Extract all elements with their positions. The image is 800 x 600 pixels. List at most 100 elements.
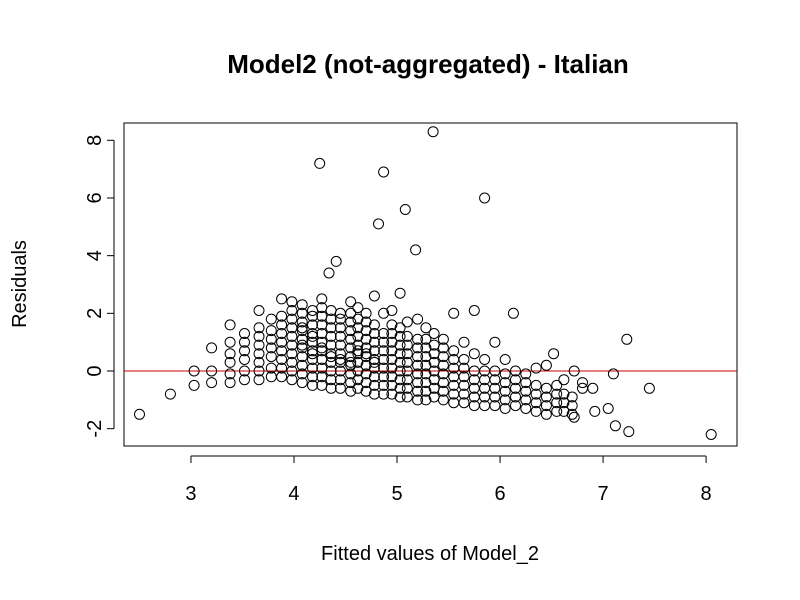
data-point [296, 359, 308, 371]
data-point [239, 345, 250, 357]
x-tick-label: 8 [701, 483, 712, 505]
data-point [520, 377, 532, 389]
data-point [378, 388, 390, 400]
data-point [224, 377, 236, 389]
data-point [437, 351, 449, 363]
data-point [360, 333, 372, 345]
data-point [334, 348, 346, 360]
data-point [428, 328, 440, 339]
data-point [540, 382, 552, 394]
data-point [368, 345, 380, 357]
data-point [345, 342, 357, 354]
data-point [412, 394, 424, 406]
data-point [296, 342, 308, 354]
data-point [206, 342, 218, 354]
y-axis-label: Residuals [9, 240, 31, 328]
data-point [468, 305, 480, 316]
data-point [360, 342, 372, 354]
data-point [558, 374, 570, 386]
data-point [394, 330, 406, 342]
data-point [607, 368, 619, 380]
data-point [437, 333, 449, 345]
data-point [345, 359, 357, 371]
data-point [276, 336, 288, 348]
data-point [401, 348, 413, 360]
data-point [352, 365, 364, 377]
data-point [296, 377, 308, 389]
data-point [325, 313, 337, 325]
data-point [286, 313, 298, 325]
data-point [360, 307, 372, 319]
data-point [307, 354, 318, 365]
data-point [548, 348, 560, 360]
data-point [587, 382, 599, 394]
data-point [378, 362, 390, 374]
data-point [566, 400, 578, 412]
data-point [373, 218, 384, 230]
data-point [296, 299, 308, 311]
data-point [420, 394, 432, 406]
data-point [352, 356, 364, 368]
data-point [360, 316, 372, 328]
data-point [458, 371, 470, 383]
data-point [401, 391, 413, 403]
data-point [314, 157, 326, 169]
data-point [286, 365, 298, 377]
data-point [558, 397, 570, 409]
data-point [705, 429, 717, 440]
data-point [420, 377, 432, 389]
y-tick-label: -2 [84, 420, 106, 438]
data-point [325, 339, 337, 351]
data-point [164, 388, 176, 400]
data-point [206, 377, 218, 389]
data-point [307, 336, 318, 348]
data-point [307, 371, 318, 383]
data-point [345, 333, 357, 345]
data-point [412, 333, 424, 345]
data-point [239, 328, 250, 339]
data-point [566, 391, 578, 403]
data-point [479, 354, 491, 365]
data-point [568, 411, 580, 423]
data-point [566, 408, 578, 420]
data-point [394, 356, 406, 368]
data-point [265, 351, 277, 363]
data-point [323, 267, 335, 279]
data-point [510, 374, 521, 386]
data-point [265, 313, 277, 325]
data-point [325, 348, 337, 360]
data-point [352, 322, 364, 334]
data-point [609, 420, 621, 432]
y-tick-label: 2 [84, 308, 106, 319]
data-point [276, 293, 288, 305]
data-point [188, 379, 200, 391]
data-point [265, 342, 277, 354]
data-point [239, 374, 250, 386]
data-point [499, 368, 511, 380]
data-point [352, 302, 364, 314]
x-tick-label: 4 [288, 483, 299, 505]
data-point [224, 348, 236, 360]
data-point [378, 371, 390, 383]
data-point [334, 307, 346, 319]
data-point [401, 365, 413, 377]
data-point [368, 336, 380, 348]
x-axis: 3 4 5 6 7 8 [185, 455, 712, 505]
data-point [307, 305, 318, 316]
data-point [412, 359, 424, 371]
data-point [334, 374, 346, 386]
data-point [334, 382, 346, 394]
chart-title: Model2 (not-aggregated) - Italian [227, 49, 629, 79]
x-axis-label: Fitted values of Model_2 [321, 543, 539, 565]
data-point [507, 307, 519, 319]
data-point [577, 377, 588, 389]
data-point [352, 330, 364, 342]
data-point [510, 391, 521, 403]
data-point [378, 345, 390, 357]
data-point [551, 405, 563, 417]
data-point [458, 354, 470, 365]
data-point [253, 348, 265, 360]
data-point [325, 382, 337, 394]
data-point [386, 388, 398, 400]
data-point [368, 388, 380, 400]
